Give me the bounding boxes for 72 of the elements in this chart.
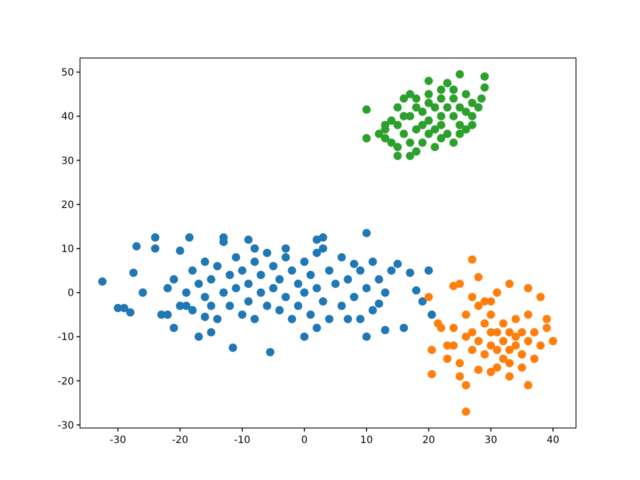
point xyxy=(418,108,427,116)
point xyxy=(412,94,420,103)
y-tick-label: 20 xyxy=(61,200,74,211)
point xyxy=(380,134,390,142)
y-tick-label: -10 xyxy=(58,332,74,344)
point xyxy=(449,94,458,103)
point xyxy=(456,70,464,79)
point xyxy=(412,147,420,156)
point xyxy=(443,130,452,138)
point xyxy=(406,138,414,147)
x-tick-label: 40 xyxy=(546,435,560,446)
point xyxy=(424,98,433,108)
y-tick-label: -20 xyxy=(58,376,74,388)
point xyxy=(424,116,433,125)
x-tick-label: -10 xyxy=(234,435,250,446)
x-tick-label: 20 xyxy=(422,435,436,446)
point xyxy=(474,103,483,112)
x-tick-label: 0 xyxy=(301,435,308,446)
point xyxy=(462,108,470,116)
y-tick-label: 0 xyxy=(68,288,74,300)
y-tick-label: 30 xyxy=(61,156,74,167)
point xyxy=(436,86,446,94)
x-tick-label: 30 xyxy=(484,435,498,446)
point xyxy=(393,120,402,130)
point xyxy=(362,105,371,114)
point xyxy=(480,72,489,81)
point xyxy=(443,103,452,112)
point xyxy=(436,112,446,120)
point xyxy=(400,130,408,138)
point xyxy=(456,130,464,138)
point xyxy=(449,138,458,147)
point xyxy=(430,142,440,152)
point xyxy=(468,112,476,120)
point xyxy=(468,98,476,108)
y-tick-label: 10 xyxy=(61,244,74,256)
point xyxy=(456,120,464,130)
point xyxy=(462,90,470,98)
point xyxy=(443,78,452,88)
point xyxy=(436,120,446,130)
point xyxy=(400,94,408,103)
point xyxy=(468,120,476,130)
point xyxy=(424,76,433,86)
x-tick-label: -20 xyxy=(172,435,188,446)
point xyxy=(436,94,446,103)
x-tick-label: 10 xyxy=(360,435,373,446)
point xyxy=(393,103,402,112)
point xyxy=(412,125,420,134)
point xyxy=(436,134,446,142)
point xyxy=(418,120,427,130)
point xyxy=(374,130,384,138)
point xyxy=(430,125,440,134)
point xyxy=(418,138,427,147)
point xyxy=(387,116,396,125)
point xyxy=(424,130,433,138)
point xyxy=(393,152,402,160)
y-tick-label: 50 xyxy=(61,68,74,79)
point xyxy=(412,103,420,112)
point xyxy=(480,83,489,92)
point xyxy=(362,134,371,142)
point xyxy=(456,103,464,112)
point xyxy=(477,94,486,103)
point xyxy=(406,90,414,98)
point xyxy=(430,103,440,112)
point xyxy=(449,112,458,120)
point xyxy=(449,86,458,94)
y-tick-label: 40 xyxy=(61,112,74,123)
point xyxy=(424,90,433,98)
x-tick-label: -30 xyxy=(110,435,126,446)
point xyxy=(393,142,402,152)
point xyxy=(406,152,414,160)
y-tick-label: -30 xyxy=(58,420,74,432)
point xyxy=(387,138,396,147)
